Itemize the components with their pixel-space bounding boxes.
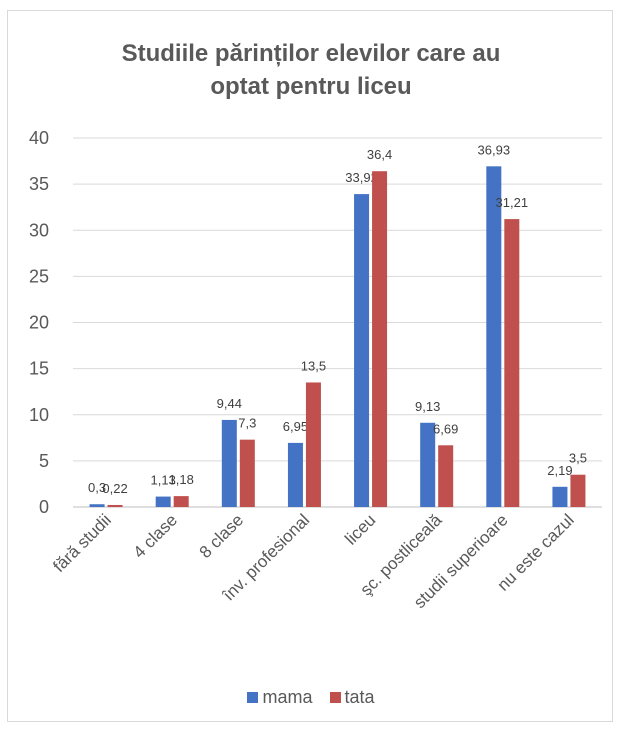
bar-tata xyxy=(107,504,123,507)
data-label-tata: 1,18 xyxy=(169,472,194,487)
data-label-mama: 6,95 xyxy=(283,419,308,434)
legend-label-mama: mama xyxy=(262,687,313,707)
y-tick-label: 15 xyxy=(29,359,49,379)
bar-tata xyxy=(239,439,255,507)
legend-swatch-tata xyxy=(329,692,341,703)
bar-mama xyxy=(486,166,502,508)
data-label-mama: 2,19 xyxy=(547,463,572,478)
data-label-mama: 9,44 xyxy=(217,396,242,411)
data-label-mama: 0,3 xyxy=(88,480,106,495)
y-tick-label: 10 xyxy=(29,405,49,425)
legend-item-tata: tata xyxy=(329,687,375,708)
x-tick-label: 8 clase xyxy=(196,510,248,562)
bar-mama xyxy=(354,194,370,507)
bar-tata xyxy=(504,219,520,507)
chart-title-line-2: optat pentru liceu xyxy=(210,73,412,100)
y-tick-label: 5 xyxy=(39,451,49,471)
bar-mama xyxy=(155,496,171,507)
data-label-mama: 1,13 xyxy=(151,473,176,488)
bar-mama xyxy=(287,442,303,507)
data-label-tata: 13,5 xyxy=(301,358,326,373)
data-label-tata: 6,69 xyxy=(433,421,458,436)
data-label-mama: 9,13 xyxy=(415,399,440,414)
bar-tata xyxy=(173,496,189,507)
legend-label-tata: tata xyxy=(344,687,375,707)
chart-frame: Studiile părinților elevilor care au opt… xyxy=(7,10,613,722)
data-label-mama: 33,92 xyxy=(345,170,378,185)
data-label-tata: 36,4 xyxy=(367,147,392,162)
bar-tata xyxy=(438,445,454,507)
legend: mama tata xyxy=(8,687,614,708)
bar-chart: 0 5 10 15 20 25 30 35 40 0,30,22 fără studii 1,131,… xyxy=(29,128,602,612)
bar-mama xyxy=(552,486,568,507)
bar-mama xyxy=(89,504,105,507)
y-tick-label: 25 xyxy=(29,266,49,286)
data-label-mama: 36,93 xyxy=(478,142,511,157)
x-tick-label: fără studii xyxy=(49,510,115,576)
y-tick-label: 20 xyxy=(29,313,49,333)
data-label-tata: 7,3 xyxy=(238,416,256,431)
bar-mama xyxy=(221,419,237,507)
y-tick-label: 0 xyxy=(39,497,49,517)
chart-title-line-1: Studiile părinților elevilor care au xyxy=(121,40,501,67)
legend-item-mama: mama xyxy=(247,687,312,708)
legend-swatch-mama xyxy=(247,692,259,703)
data-label-tata: 31,21 xyxy=(496,195,529,210)
bar-tata xyxy=(570,474,586,507)
y-tick-label: 40 xyxy=(29,128,49,148)
bar-tata xyxy=(305,382,321,507)
data-label-tata: 3,5 xyxy=(569,451,587,466)
bar-mama xyxy=(420,422,436,507)
chart-title: Studiile părinților elevilor care au opt… xyxy=(8,37,614,103)
x-tick-label: 4 clase xyxy=(129,510,181,562)
x-tick-label: liceu xyxy=(341,510,379,548)
y-tick-label: 30 xyxy=(29,220,49,240)
data-label-tata: 0,22 xyxy=(102,481,127,496)
y-tick-label: 35 xyxy=(29,174,49,194)
bar-tata xyxy=(372,171,388,507)
